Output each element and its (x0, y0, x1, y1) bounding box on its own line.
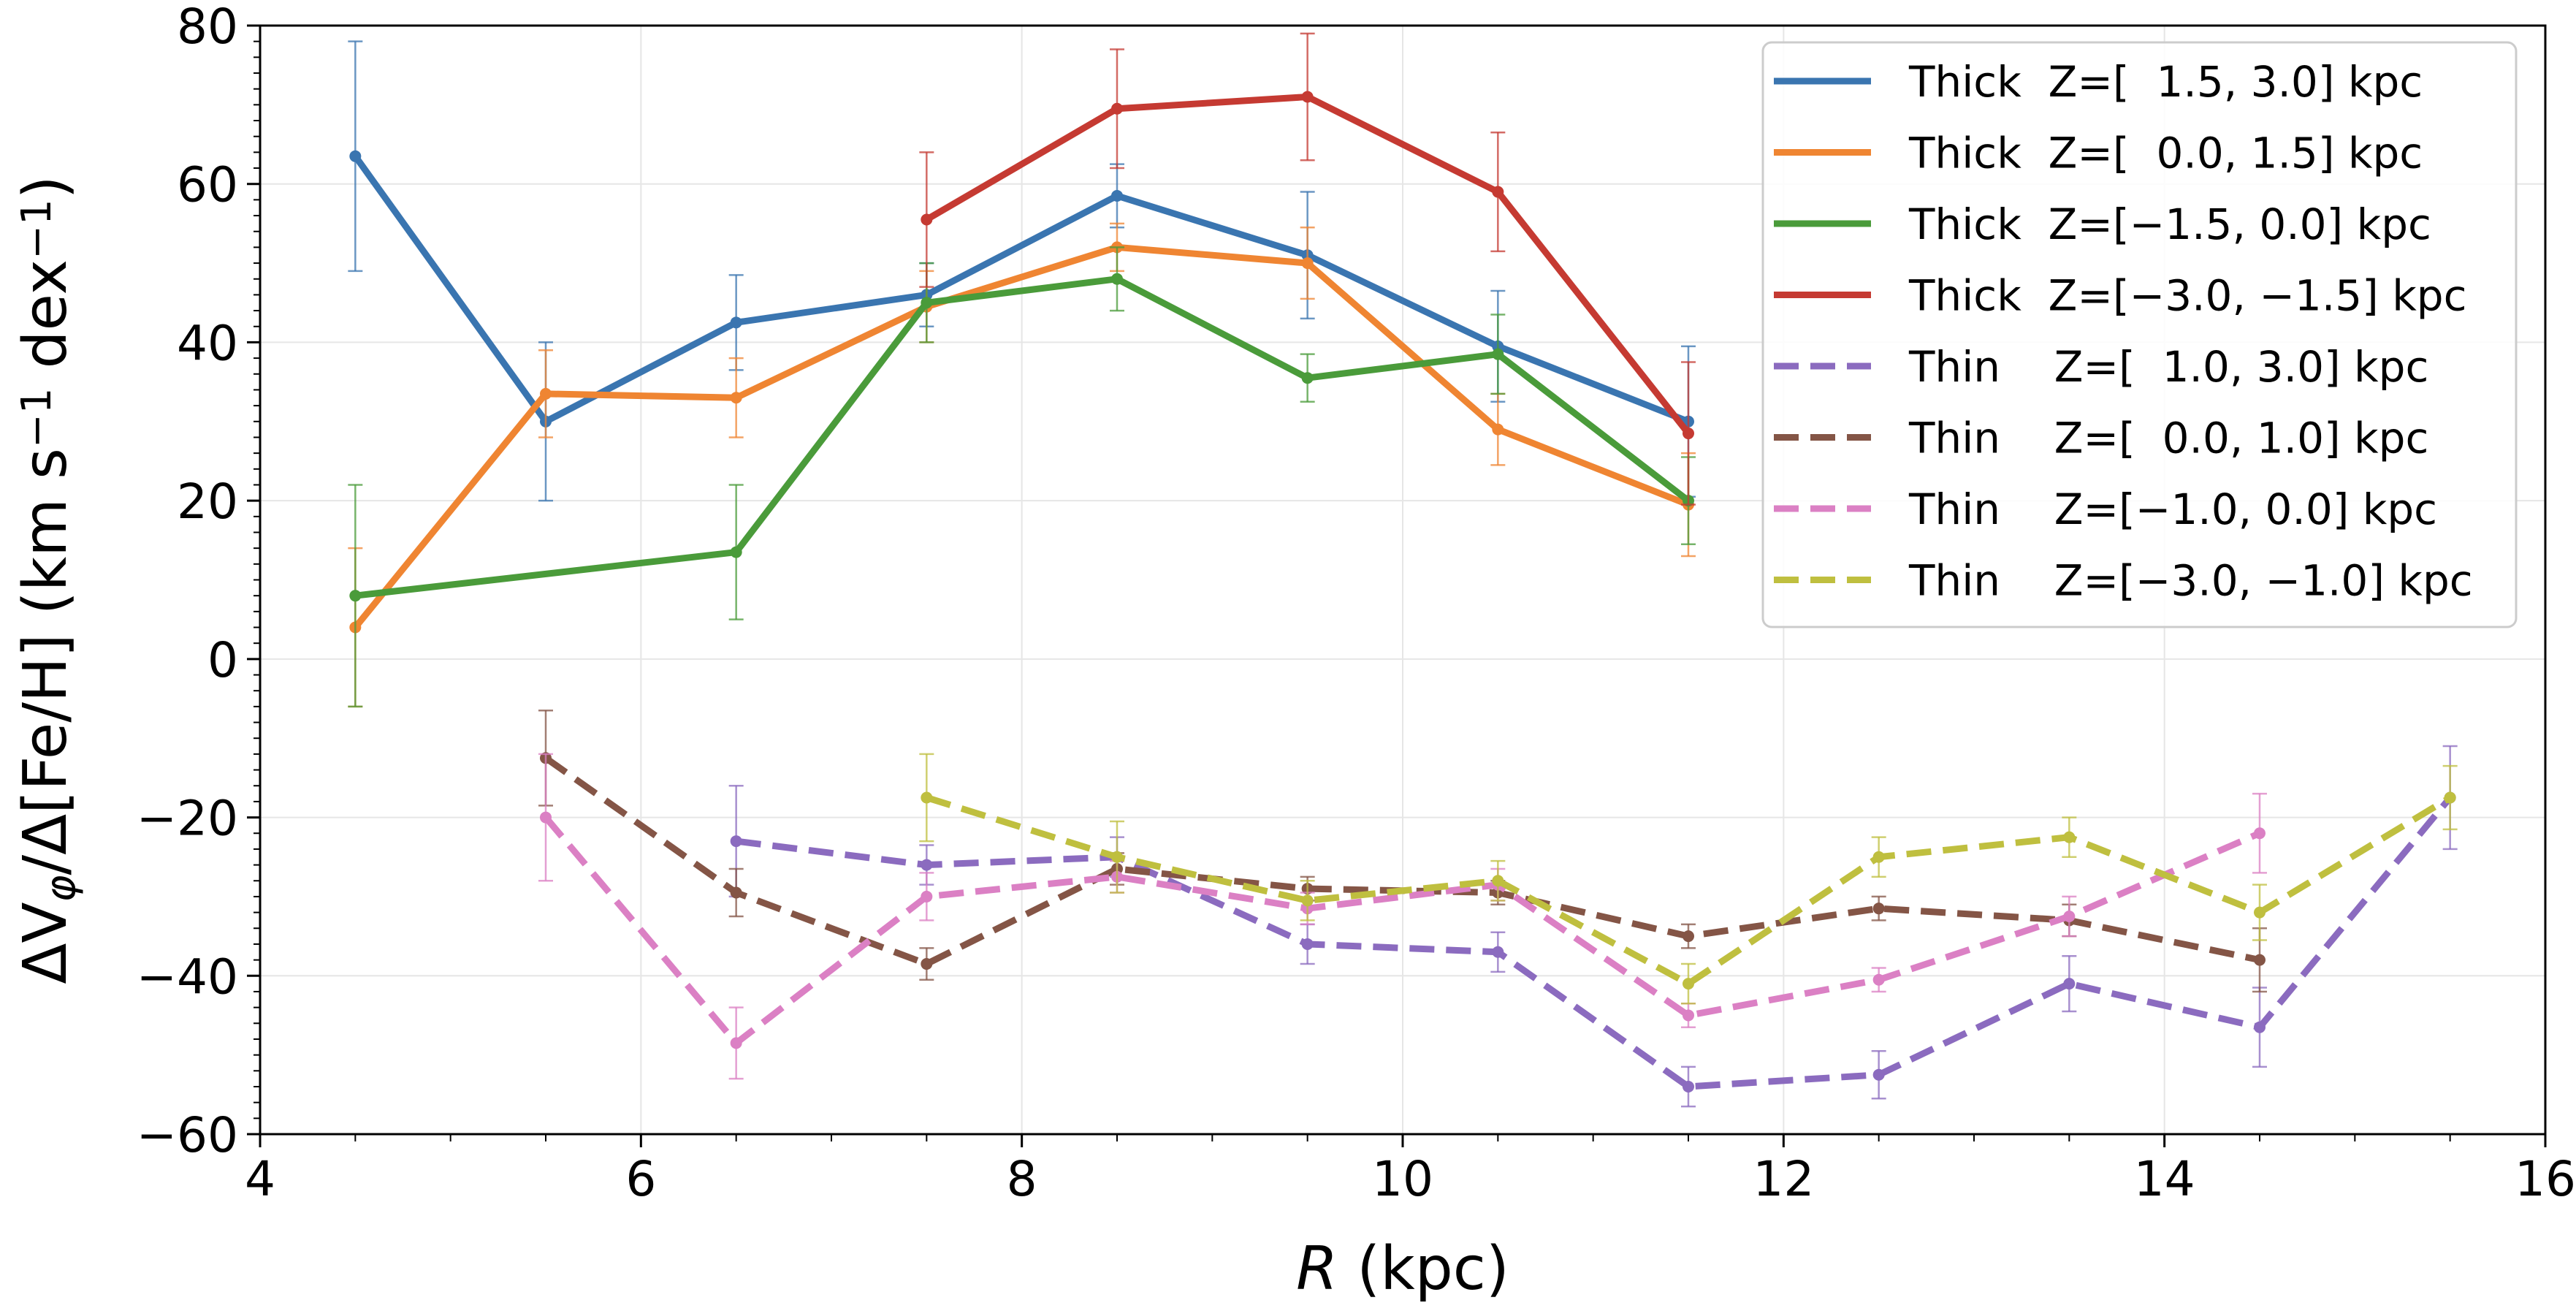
data-point (921, 859, 933, 871)
x-axis-title-unit: (kpc) (1338, 1234, 1509, 1304)
data-point (1111, 189, 1123, 202)
x-axis-title: R (kpc) (1296, 1234, 1509, 1304)
x-tick-label: 12 (1753, 1151, 1814, 1207)
data-point (2063, 831, 2076, 843)
y-tick-label: −60 (137, 1107, 238, 1163)
y-axis-title-part: /Δ[Fe/H] (km s (11, 448, 80, 875)
data-point (1872, 973, 1885, 986)
series-line (352, 154, 1690, 425)
legend-box (1761, 41, 2518, 628)
y-axis-title: ΔVφ/Δ[Fe/H] (km s−1 dex−1) (11, 175, 85, 984)
series-line (736, 795, 2453, 1090)
data-point (730, 392, 742, 404)
data-point (921, 791, 933, 804)
y-axis-label: ΔVφ/Δ[Fe/H] (km s−1 dex−1) (11, 175, 85, 984)
x-axis-label: R (kpc) (1296, 1234, 1509, 1304)
data-point (2254, 954, 2266, 966)
data-point (921, 890, 933, 902)
x-tick-label: 4 (245, 1151, 275, 1207)
legend-label: Thick Z=[ 0.0, 1.5] kpc (1908, 129, 2423, 178)
data-point (2254, 827, 2266, 840)
data-point (540, 811, 552, 824)
series-7 (919, 753, 2458, 1005)
series-line (925, 794, 2452, 987)
data-point (1301, 938, 1314, 950)
y-axis-title-part: −1 (13, 199, 61, 259)
data-point (1111, 851, 1123, 863)
data-point (1492, 875, 1504, 887)
y-axis-title-part: −1 (13, 388, 61, 449)
legend-label: Thin Z=[−3.0, −1.0] kpc (1908, 556, 2473, 606)
legend-label: Thick Z=[ 1.5, 3.0] kpc (1908, 57, 2423, 107)
y-tick-label: −40 (137, 949, 238, 1005)
y-axis-title-part: dex (11, 259, 80, 388)
data-point (2444, 791, 2456, 804)
series-line (352, 243, 1690, 630)
legend-label: Thick Z=[−3.0, −1.5] kpc (1908, 271, 2467, 321)
y-axis-title-part: ΔV (11, 902, 80, 984)
data-point (2254, 1021, 2266, 1033)
y-tick-label: 0 (207, 632, 238, 688)
data-point (349, 590, 362, 602)
data-point (540, 387, 552, 400)
data-point (921, 297, 933, 309)
y-axis-title-part: ) (11, 175, 80, 199)
data-point (1683, 1080, 1694, 1092)
legend-label: Thin Z=[ 1.0, 3.0] kpc (1908, 342, 2428, 392)
legend-label: Thin Z=[−1.0, 0.0] kpc (1908, 484, 2437, 534)
x-axis-title-var: R (1296, 1234, 1338, 1304)
data-point (1872, 902, 1885, 915)
data-point (1111, 102, 1123, 115)
data-point (1683, 1009, 1694, 1022)
y-tick-label: 60 (177, 157, 238, 213)
data-point (730, 1037, 742, 1049)
data-point (1492, 186, 1504, 198)
data-point (1301, 91, 1314, 103)
data-point (1301, 257, 1314, 270)
series-4 (728, 745, 2458, 1108)
data-point (1301, 372, 1314, 384)
x-tick-label: 16 (2515, 1151, 2576, 1207)
legend: Thick Z=[ 1.5, 3.0] kpc Thick Z=[ 0.0, 1.… (1761, 41, 2518, 628)
data-point (2063, 978, 2076, 990)
data-point (1683, 978, 1694, 990)
data-point (730, 886, 742, 899)
data-point (2254, 906, 2266, 919)
legend-label: Thick Z=[−1.5, 0.0] kpc (1908, 200, 2431, 249)
data-point (730, 316, 742, 329)
data-point (1683, 428, 1694, 440)
y-tick-label: 40 (177, 315, 238, 371)
series-6 (538, 753, 2267, 1080)
x-tick-label: 14 (2134, 1151, 2195, 1207)
data-point (730, 546, 742, 558)
data-point (921, 213, 933, 226)
x-tick-label: 10 (1372, 1151, 1433, 1207)
series-2 (348, 246, 1696, 708)
series-line (543, 815, 2261, 1046)
data-point (1492, 946, 1504, 958)
x-tick-label: 6 (625, 1151, 656, 1207)
data-point (730, 835, 742, 848)
data-point (1683, 930, 1694, 943)
series-layer (348, 32, 2458, 1108)
axis-ticks: 4 6 8 10 12 14 16 −60 −40 −20 0 20 40 60 80 (137, 0, 2576, 1207)
data-point (921, 958, 933, 970)
data-point (1492, 423, 1504, 436)
data-point (1111, 273, 1123, 285)
x-tick-label: 8 (1007, 1151, 1037, 1207)
data-point (349, 150, 362, 162)
data-point (2063, 911, 2076, 923)
y-tick-label: 20 (177, 474, 238, 530)
legend-label: Thin Z=[ 0.0, 1.0] kpc (1908, 414, 2428, 463)
y-tick-label: −20 (137, 791, 238, 847)
data-point (1492, 348, 1504, 360)
data-point (1872, 851, 1885, 863)
series-3 (919, 32, 1696, 506)
data-point (1872, 1068, 1885, 1081)
data-point (1301, 894, 1314, 907)
y-tick-label: 80 (177, 0, 238, 55)
y-axis-title-part: φ (37, 875, 85, 902)
